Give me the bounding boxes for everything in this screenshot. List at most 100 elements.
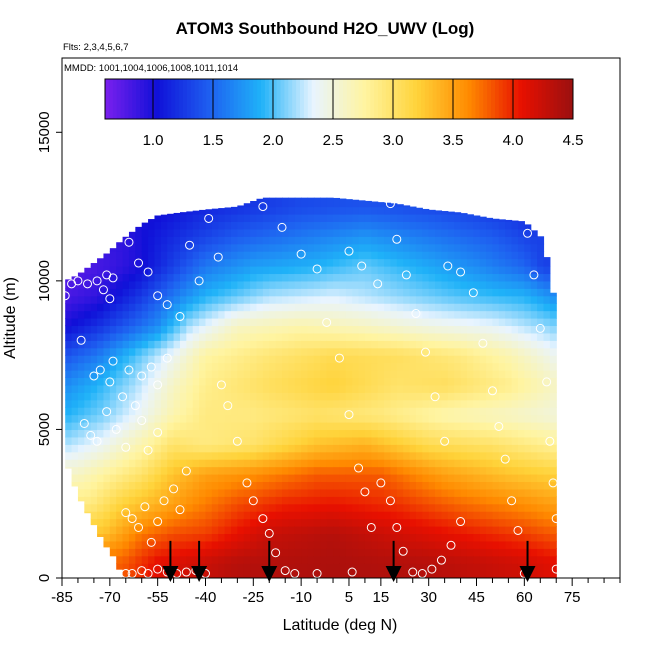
heatmap-cell [262,451,270,460]
heatmap-cell [543,555,551,564]
heatmap-cell [307,258,315,267]
heatmap-cell [97,384,105,393]
heatmap-cell [435,340,443,349]
heatmap-cell [352,221,360,230]
heatmap-cell [243,459,251,468]
heatmap-cell [167,377,175,386]
heatmap-cell [90,332,98,341]
heatmap-cell [256,228,264,237]
heatmap-cell [517,548,525,557]
heatmap-cell [479,481,487,490]
heatmap-cell [71,310,79,319]
heatmap-cell [339,436,347,445]
heatmap-cell [409,563,417,572]
heatmap-cell [186,236,194,245]
heatmap-cell [422,407,430,416]
heatmap-cell [486,347,494,356]
heatmap-cell [435,266,443,275]
heatmap-cell [288,206,296,215]
heatmap-cell [294,332,302,341]
heatmap-cell [230,266,238,275]
heatmap-cell [262,392,270,401]
heatmap-cell [154,228,162,237]
heatmap-cell [71,355,79,364]
heatmap-cell [243,243,251,252]
heatmap-cell [352,429,360,438]
heatmap-cell [486,526,494,535]
colorbar-swatch [319,79,324,119]
heatmap-cell [122,236,130,245]
heatmap-cell [530,295,538,304]
colorbar-swatch [479,79,484,119]
heatmap-cell [230,518,238,527]
heatmap-cell [492,407,500,416]
colorbar-swatch [420,79,426,119]
heatmap-cell [435,236,443,245]
heatmap-cell [167,221,175,230]
sample-point [223,401,233,411]
heatmap-cell [345,214,353,223]
heatmap-cell [352,518,360,527]
heatmap-cell [224,503,232,512]
heatmap-cell [256,451,264,460]
heatmap-cell [269,540,277,549]
heatmap-cell [211,266,219,275]
heatmap-cell [352,236,360,245]
heatmap-cell [179,288,187,297]
heatmap-cell [441,236,449,245]
heatmap-cell [352,310,360,319]
colorbar-tick-label: 3.5 [443,132,464,149]
heatmap-cell [237,243,245,252]
heatmap-cell [320,392,328,401]
heatmap-cell [454,258,462,267]
heatmap-cell [135,355,143,364]
heatmap-cell [103,496,111,505]
heatmap-cell [116,526,124,535]
heatmap-cell [205,340,213,349]
heatmap-cell [473,384,481,393]
heatmap-cell [422,310,430,319]
heatmap-cell [218,399,226,408]
heatmap-cell [479,451,487,460]
heatmap-cell [428,503,436,512]
heatmap-cell [422,414,430,423]
heatmap-cell [275,355,283,364]
heatmap-cell [403,496,411,505]
heatmap-cell [428,540,436,549]
heatmap-cell [250,236,258,245]
heatmap-cell [428,266,436,275]
heatmap-cell [250,503,258,512]
heatmap-cell [517,429,525,438]
heatmap-cell [103,362,111,371]
heatmap-cell [390,422,398,431]
heatmap-cell [428,209,436,215]
heatmap-cell [396,204,404,208]
heatmap-cell [530,362,538,371]
heatmap-cell [90,518,98,526]
heatmap-cell [237,280,245,289]
heatmap-cell [345,362,353,371]
heatmap-cell [218,526,226,535]
heatmap-cell [116,414,124,423]
heatmap-cell [301,518,309,527]
heatmap-cell [320,206,328,215]
heatmap-cell [549,362,557,371]
heatmap-cell [530,230,538,237]
heatmap-cell [409,451,417,460]
heatmap-cell [116,399,124,408]
heatmap-cell [498,243,506,252]
heatmap-cell [218,444,226,453]
heatmap-cell [384,243,392,252]
heatmap-cell [505,318,513,327]
heatmap-cell [122,451,130,460]
heatmap-cell [173,212,181,215]
heatmap-cell [415,384,423,393]
heatmap-cell [109,503,117,512]
heatmap-cell [492,228,500,237]
heatmap-cell [364,243,372,252]
heatmap-cell [256,533,264,542]
heatmap-cell [167,436,175,445]
heatmap-cell [549,310,557,319]
heatmap-cell [128,273,136,282]
colorbar-swatch [448,79,453,119]
